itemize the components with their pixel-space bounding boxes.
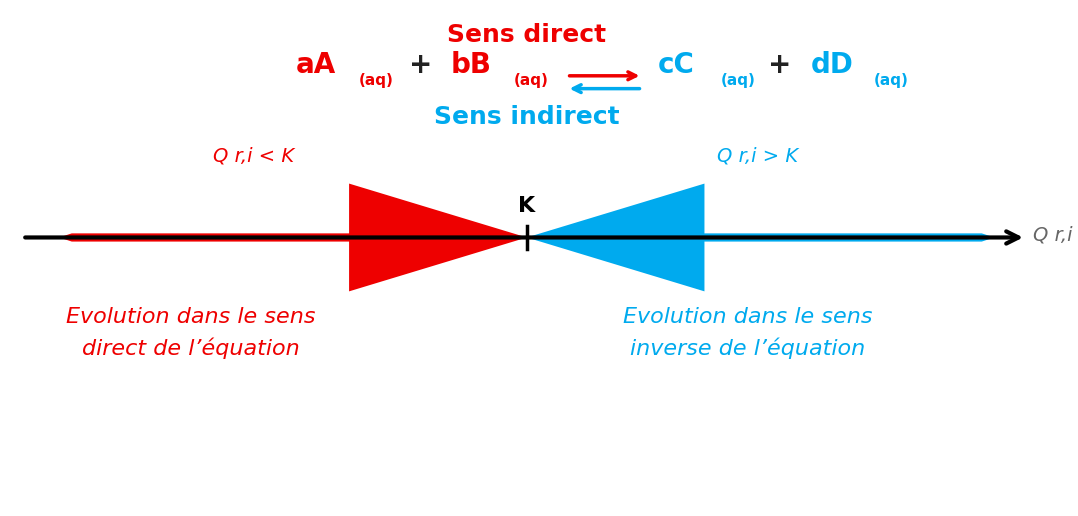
Text: (aq): (aq) bbox=[873, 73, 909, 88]
Text: Sens indirect: Sens indirect bbox=[434, 105, 620, 129]
Text: bB: bB bbox=[451, 51, 493, 79]
Polygon shape bbox=[59, 184, 527, 292]
Text: (aq): (aq) bbox=[721, 73, 756, 88]
Text: cC: cC bbox=[658, 51, 695, 79]
Text: Q r,i < K: Q r,i < K bbox=[213, 147, 294, 166]
Text: Q r,i: Q r,i bbox=[1033, 225, 1073, 245]
Text: direct de l’équation: direct de l’équation bbox=[82, 337, 300, 359]
Text: (aq): (aq) bbox=[514, 73, 549, 88]
Text: +: + bbox=[769, 51, 792, 79]
Text: Sens direct: Sens direct bbox=[447, 23, 606, 47]
Text: +: + bbox=[409, 51, 432, 79]
Text: (aq): (aq) bbox=[359, 73, 393, 88]
Text: K: K bbox=[519, 196, 536, 216]
Text: Q r,i > K: Q r,i > K bbox=[717, 147, 799, 166]
Text: dD: dD bbox=[811, 51, 854, 79]
Text: inverse de l’équation: inverse de l’équation bbox=[630, 337, 865, 359]
Polygon shape bbox=[527, 184, 994, 292]
Text: aA: aA bbox=[295, 51, 336, 79]
Text: Evolution dans le sens: Evolution dans le sens bbox=[66, 307, 315, 327]
Text: Evolution dans le sens: Evolution dans le sens bbox=[623, 307, 872, 327]
